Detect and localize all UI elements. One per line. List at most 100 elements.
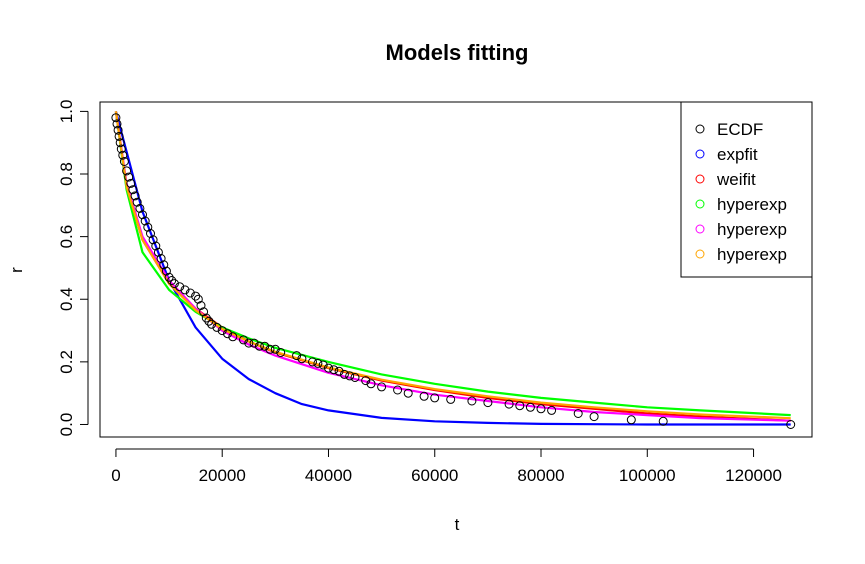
- y-tick-label: 0.2: [57, 350, 76, 374]
- series-line-hyperexp-2: [114, 111, 791, 417]
- ecdf-point: [276, 348, 286, 357]
- ecdf-point: [148, 235, 158, 245]
- ecdf-point: [254, 341, 264, 351]
- ecdf-point: [167, 276, 177, 285]
- ecdf-point: [249, 338, 259, 348]
- ecdf-point: [483, 398, 493, 408]
- ecdf-point: [185, 288, 195, 298]
- ecdf-point: [589, 412, 599, 422]
- legend-label: weifit: [716, 170, 756, 189]
- ecdf-point: [113, 125, 123, 135]
- ecdf-point: [156, 254, 166, 263]
- ecdf-point: [361, 376, 371, 386]
- y-tick-label: 0.6: [57, 225, 76, 249]
- x-tick-label: 20000: [199, 466, 246, 485]
- ecdf-point: [786, 420, 796, 429]
- ecdf-point: [504, 399, 514, 409]
- x-tick-label: 80000: [517, 466, 564, 485]
- legend-marker: [695, 249, 705, 259]
- ecdf-point: [573, 409, 583, 418]
- ecdf-point: [265, 344, 275, 354]
- ecdf-point: [366, 379, 376, 389]
- ecdf-point: [270, 344, 280, 354]
- ecdf-point: [128, 185, 138, 195]
- ecdf-point: [239, 335, 248, 345]
- ecdf-point: [114, 131, 124, 141]
- ecdf-point: [223, 329, 232, 339]
- ecdf-point: [228, 332, 238, 342]
- ecdf-point: [308, 357, 317, 367]
- ecdf-point: [138, 210, 147, 220]
- ecdf-point: [329, 365, 339, 375]
- ecdf-point: [193, 294, 203, 304]
- ecdf-point: [199, 307, 209, 317]
- ecdf-point: [119, 157, 129, 166]
- ecdf-point: [161, 266, 171, 276]
- ecdf-point: [151, 241, 161, 251]
- ecdf-point: [124, 172, 134, 182]
- legend: ECDF expfit weifit hyperexp hyperexp hyperexp: [680, 101, 813, 278]
- ecdf-point: [212, 322, 222, 332]
- ecdf-point: [318, 360, 328, 370]
- x-tick-label: 100000: [619, 466, 676, 485]
- ecdf-point: [339, 369, 349, 379]
- ecdf-point: [112, 119, 122, 129]
- ecdf-point: [115, 138, 125, 148]
- ecdf-point: [118, 150, 128, 160]
- ecdf-point: [207, 319, 217, 329]
- ecdf-point: [419, 391, 429, 401]
- ecdf-point: [244, 338, 254, 348]
- ecdf-point: [536, 404, 546, 414]
- ecdf-point: [313, 358, 323, 368]
- legend-label: expfit: [717, 145, 758, 164]
- ecdf-point: [180, 285, 190, 295]
- legend-marker: [695, 174, 705, 184]
- ecdf-point: [122, 166, 132, 176]
- ecdf-point: [525, 402, 535, 412]
- ecdf-point: [196, 301, 206, 310]
- legend-box: [680, 101, 813, 278]
- ecdf-point: [324, 363, 333, 373]
- ecdf-point: [547, 405, 557, 415]
- ecdf-points: [111, 113, 796, 429]
- series-line-expfit-0: [114, 111, 791, 426]
- ecdf-point: [292, 351, 302, 361]
- ecdf-point: [393, 385, 403, 395]
- x-tick-label: 40000: [305, 466, 352, 485]
- ecdf-point: [116, 144, 126, 154]
- ecdf-point: [430, 393, 440, 403]
- x-axis-label: t: [455, 515, 460, 534]
- ecdf-point: [146, 229, 155, 238]
- ecdf-point: [130, 191, 140, 201]
- legend-label: ECDF: [717, 120, 763, 139]
- y-tick-label: 0.0: [57, 413, 76, 437]
- ecdf-point: [345, 371, 355, 381]
- y-tick-label: 0.8: [57, 162, 76, 186]
- ecdf-point: [658, 416, 668, 426]
- ecdf-point: [201, 313, 211, 323]
- ecdf-point: [204, 316, 214, 326]
- x-axis: 0 20000 40000 60000 80000 100000 120000: [111, 448, 782, 485]
- ecdf-point: [159, 260, 169, 270]
- ecdf-point: [350, 373, 360, 382]
- ecdf-point: [135, 203, 145, 213]
- ecdf-point: [111, 113, 121, 123]
- x-tick-label: 120000: [725, 466, 782, 485]
- legend-label: hyperexp: [717, 195, 787, 214]
- ecdf-point: [403, 388, 413, 398]
- legend-marker: [695, 224, 705, 234]
- ecdf-point: [515, 401, 525, 411]
- ecdf-point: [140, 216, 150, 226]
- ecdf-point: [626, 415, 636, 425]
- legend-marker: [695, 149, 705, 159]
- series-line-hyperexp-4: [114, 111, 791, 420]
- ecdf-point: [153, 247, 163, 257]
- ecdf-point: [126, 178, 136, 188]
- x-tick-label: 60000: [411, 466, 458, 485]
- ecdf-point: [467, 396, 477, 406]
- y-axis-label: r: [7, 267, 26, 273]
- ecdf-point: [143, 222, 153, 232]
- ecdf-point: [446, 394, 456, 404]
- ecdf-point: [260, 341, 270, 351]
- legend-marker: [695, 199, 705, 209]
